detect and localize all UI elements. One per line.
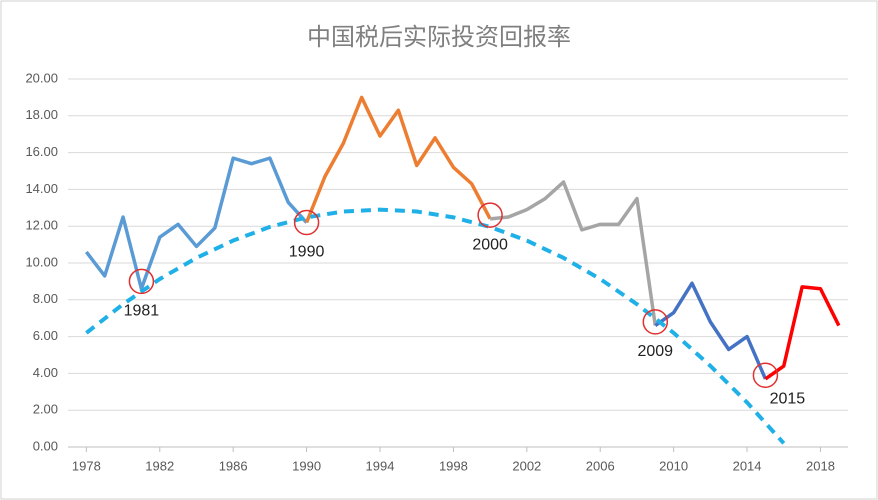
annotation-circle bbox=[293, 209, 320, 236]
line bbox=[489, 180, 658, 326]
line bbox=[764, 285, 841, 381]
line bbox=[304, 95, 492, 224]
line bbox=[654, 281, 768, 380]
x-tick-label: 2006 bbox=[586, 458, 615, 473]
trend-line bbox=[85, 207, 786, 445]
x-tick-label: 1990 bbox=[292, 458, 321, 473]
annotation-circle bbox=[642, 309, 669, 335]
y-tick-label: 8.00 bbox=[33, 291, 58, 306]
x-tick-label: 1986 bbox=[219, 458, 248, 473]
y-tick-label: 10.00 bbox=[25, 254, 58, 269]
x-tick-label: 2014 bbox=[733, 458, 762, 473]
annotation-label: 2009 bbox=[637, 343, 673, 360]
x-tick-label: 2002 bbox=[512, 458, 541, 473]
annotation-circle bbox=[128, 268, 155, 295]
y-tick-label: 4.00 bbox=[33, 365, 58, 380]
annotation-circle bbox=[477, 202, 503, 228]
y-tick-label: 20.00 bbox=[25, 70, 58, 85]
y-tick-label: 0.00 bbox=[33, 438, 58, 453]
y-tick-label: 18.00 bbox=[25, 107, 58, 122]
annotation-circle bbox=[752, 362, 779, 388]
chart-title: 中国税后实际投资回报率 bbox=[307, 23, 571, 51]
y-tick-label: 6.00 bbox=[33, 328, 58, 343]
y-tick-label: 14.00 bbox=[25, 181, 58, 196]
x-tick-label: 1998 bbox=[439, 458, 468, 473]
x-tick-label: 1978 bbox=[72, 458, 101, 473]
y-tick-label: 2.00 bbox=[33, 402, 58, 417]
x-tick-label: 1994 bbox=[366, 458, 395, 473]
y-tick-label: 16.00 bbox=[25, 144, 58, 159]
annotation-label: 1990 bbox=[289, 244, 325, 261]
annotation-label: 2000 bbox=[472, 236, 508, 253]
x-tick-label: 2010 bbox=[659, 458, 688, 473]
annotation-label: 1981 bbox=[124, 303, 160, 320]
y-tick-label: 12.00 bbox=[25, 218, 58, 233]
x-tick-label: 1982 bbox=[145, 458, 174, 473]
line bbox=[84, 156, 308, 291]
annotation-label: 2015 bbox=[770, 390, 806, 407]
x-tick-label: 2018 bbox=[806, 458, 835, 473]
